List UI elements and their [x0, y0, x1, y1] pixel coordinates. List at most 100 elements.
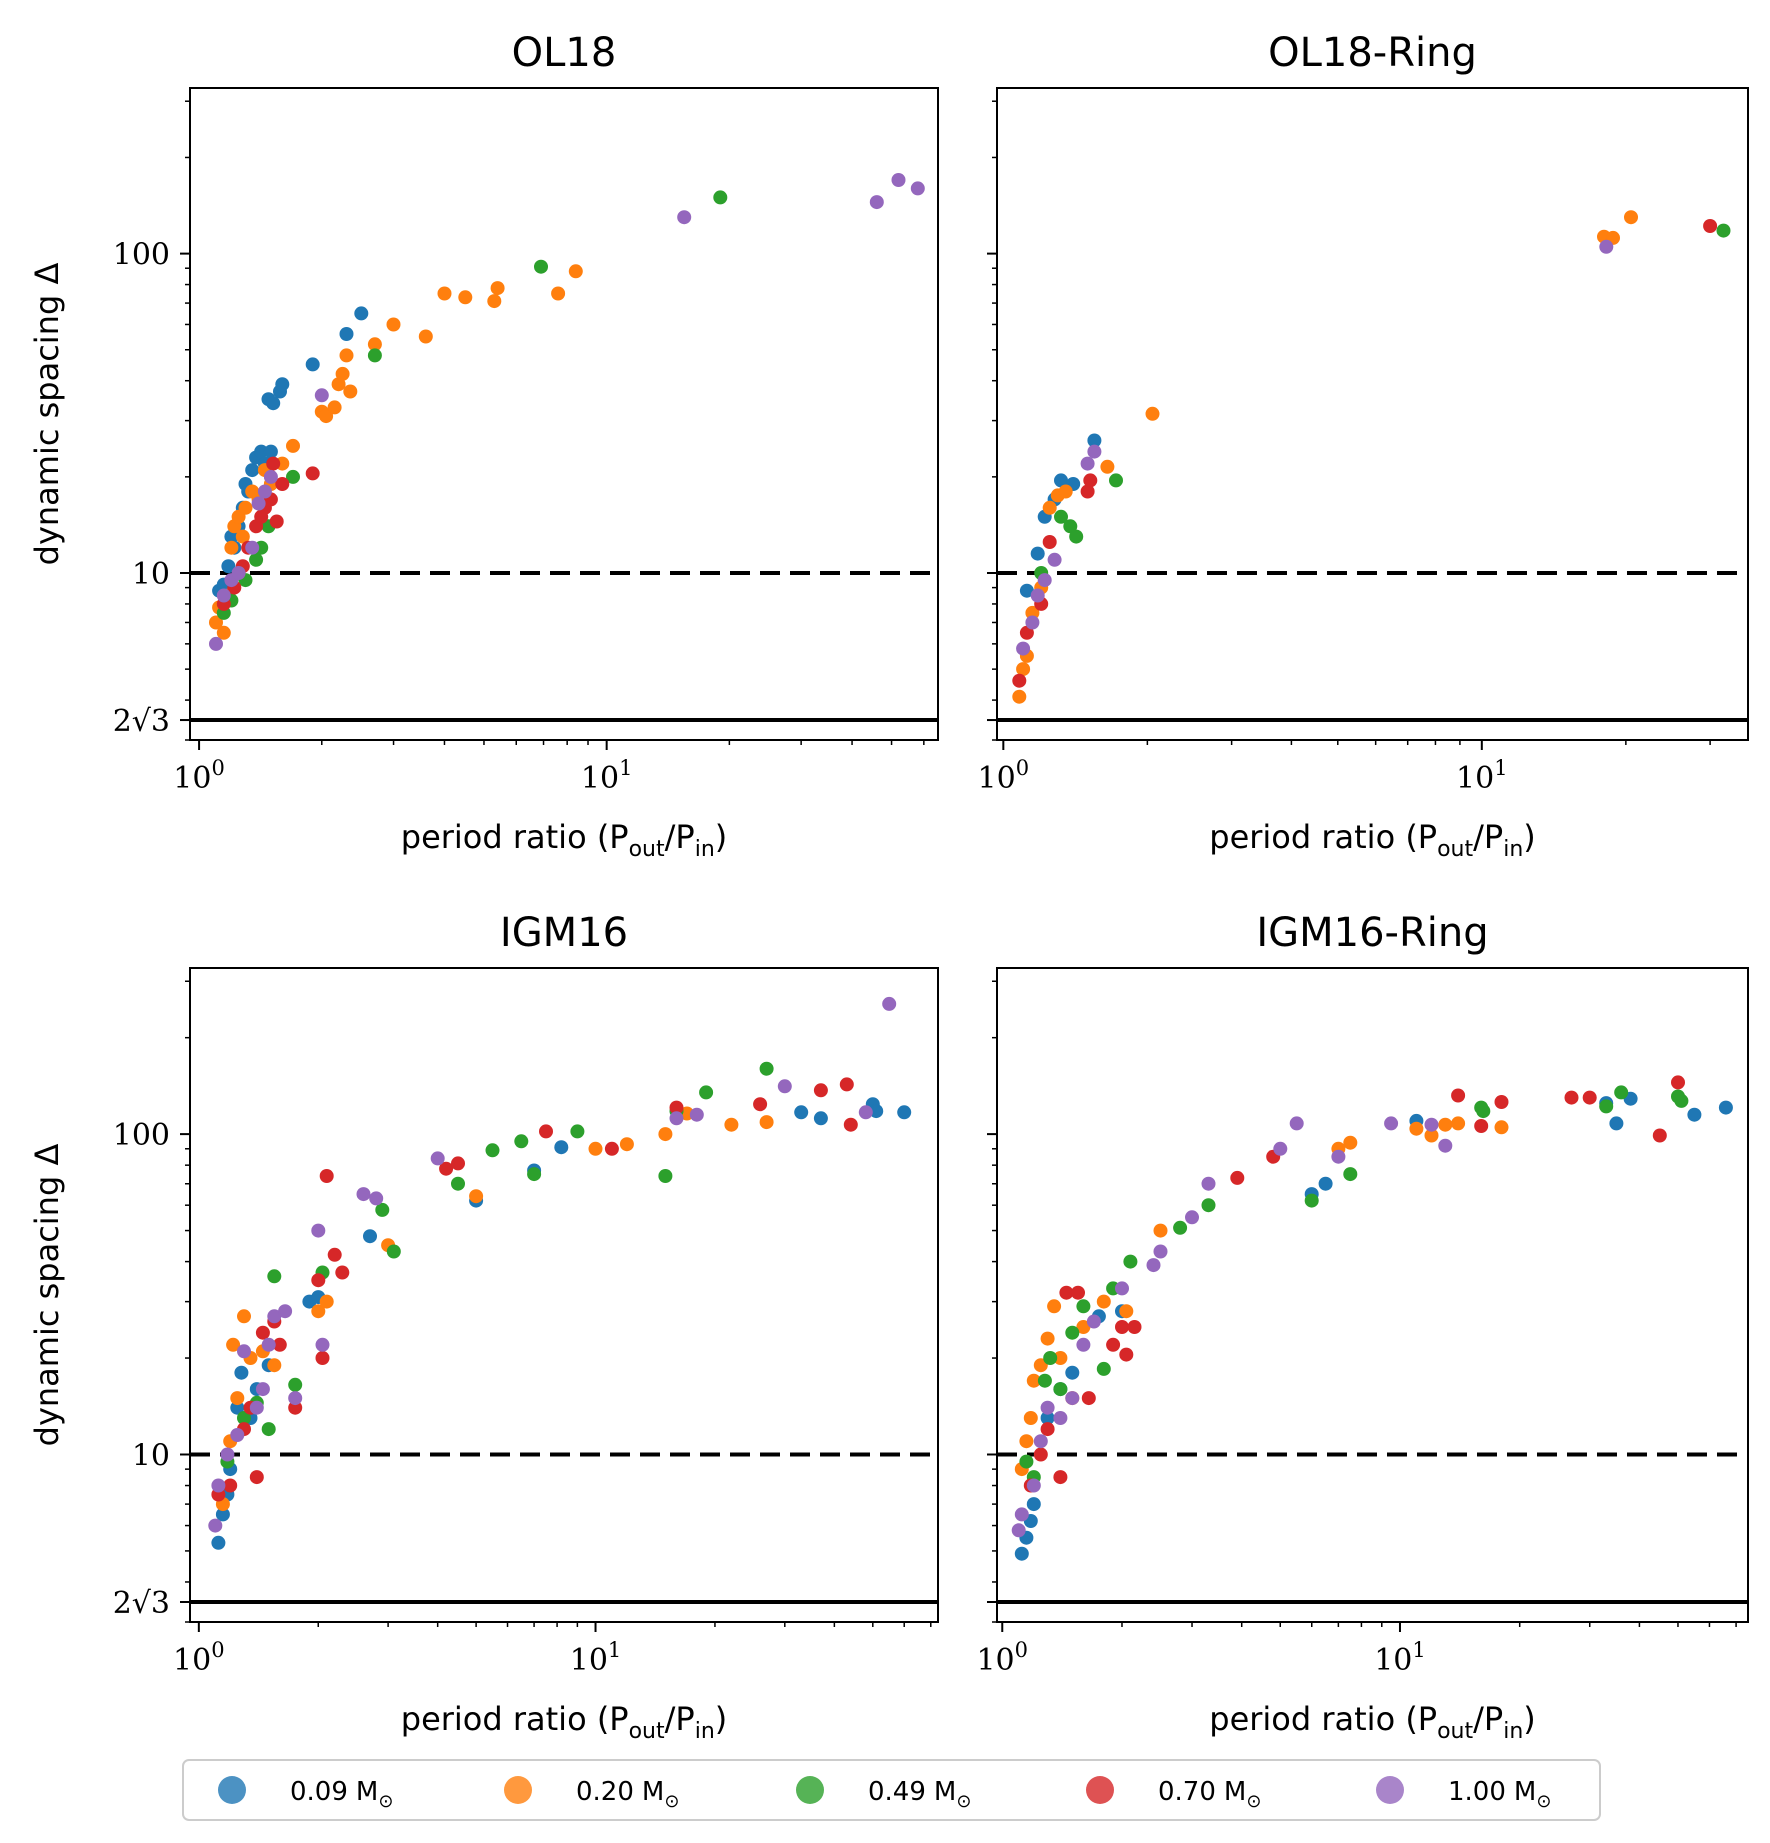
data-point [1652, 1128, 1667, 1143]
data-point [858, 1105, 873, 1120]
data-point [1716, 223, 1731, 238]
data-point [699, 1085, 714, 1100]
data-point [1599, 1099, 1614, 1114]
data-point [1703, 219, 1718, 233]
data-point [230, 1428, 245, 1442]
data-point [319, 409, 334, 424]
data-point [237, 1411, 251, 1425]
legend-entry: 1.00 M⊙ [1376, 1776, 1551, 1812]
data-point [568, 264, 583, 279]
data-point [1289, 1116, 1304, 1131]
data-point [1042, 535, 1057, 549]
series-3 [1023, 1075, 1685, 1493]
data-point [759, 1115, 774, 1130]
data-point [843, 1117, 858, 1132]
data-point [1019, 1454, 1034, 1469]
data-point [1564, 1090, 1579, 1105]
data-point [319, 1169, 334, 1183]
data-point [1119, 1347, 1134, 1362]
data-point [263, 469, 278, 484]
y-tick-label: 10 [132, 1438, 170, 1473]
legend-marker [1376, 1776, 1404, 1804]
data-point [1058, 484, 1073, 499]
data-point [267, 1309, 282, 1324]
data-point [245, 463, 260, 478]
data-point [588, 1141, 603, 1156]
data-point [1037, 1373, 1052, 1388]
data-point [469, 1189, 484, 1204]
data-point [1201, 1198, 1216, 1213]
data-point [343, 384, 358, 399]
data-point [1119, 1304, 1134, 1319]
legend-frame [182, 1759, 1601, 1821]
data-point [1096, 1361, 1111, 1376]
data-point [235, 529, 250, 544]
data-point [339, 327, 354, 341]
data-point [1026, 1373, 1041, 1388]
series-2 [216, 190, 728, 620]
panel-igm16-ring: IGM16-Ring 100 101 period ratio (Pout/Pin) [976, 910, 1749, 1744]
data-point [910, 181, 925, 196]
data-point [255, 1325, 270, 1340]
plot-frame [189, 87, 939, 741]
data-point [1476, 1104, 1491, 1119]
data-point [237, 1309, 251, 1324]
data-point [1087, 444, 1102, 459]
data-point [1304, 1193, 1319, 1208]
data-point [1123, 1254, 1138, 1269]
data-point [339, 348, 354, 363]
data-point [288, 1400, 303, 1415]
data-point [1201, 1176, 1216, 1191]
x-tick-label: 101 [570, 1638, 622, 1678]
data-point [1671, 1075, 1685, 1090]
panel-title: OL18 [512, 30, 617, 76]
series-1 [209, 264, 583, 640]
data-point [1071, 1285, 1085, 1300]
data-point [1059, 1285, 1074, 1300]
data-point [1674, 1093, 1689, 1108]
data-point [269, 514, 284, 529]
data-point [208, 1518, 223, 1533]
data-point [813, 1111, 828, 1126]
series-4 [209, 173, 925, 651]
data-point [458, 290, 473, 305]
data-point [261, 1337, 276, 1352]
series-4 [208, 996, 897, 1533]
data-point [1026, 1478, 1041, 1493]
data-point [418, 329, 433, 344]
data-point [237, 1344, 251, 1359]
data-point [311, 1273, 326, 1288]
data-point [451, 1156, 465, 1171]
legend-entry: 0.70 M⊙ [1086, 1776, 1261, 1812]
data-point [1019, 583, 1034, 598]
data-point [1424, 1128, 1439, 1143]
data-point [315, 1337, 330, 1352]
y-tick-label: 2√3 [113, 1586, 170, 1621]
data-point [1047, 1299, 1062, 1314]
legend-entry: 0.49 M⊙ [796, 1776, 971, 1812]
data-point [1343, 1167, 1358, 1182]
data-point [1063, 519, 1078, 534]
panel-ol18-ring: OL18-Ring 100 101 period ratio (Pout/Pin) [978, 30, 1749, 862]
series-4 [1011, 1116, 1453, 1538]
data-point [230, 1400, 245, 1415]
plot-frame [996, 967, 1749, 1623]
data-point [1609, 1116, 1624, 1131]
data-point [604, 1141, 619, 1156]
data-point [1011, 1523, 1026, 1538]
data-point [1040, 1411, 1055, 1425]
data-point [211, 1535, 226, 1550]
data-point [1054, 509, 1068, 524]
x-axis-label: period ratio (Pout/Pin) [401, 1700, 728, 1744]
y-tick-label: 100 [113, 238, 170, 273]
data-point [1076, 1299, 1091, 1314]
data-point [1127, 1320, 1142, 1334]
data-point [221, 559, 236, 574]
data-point [869, 1104, 884, 1119]
legend-label: 0.70 M⊙ [1158, 1777, 1261, 1812]
series-2 [220, 1061, 774, 1469]
data-point [286, 469, 300, 484]
data-point [215, 1507, 230, 1522]
x-tick-label: 100 [173, 756, 225, 796]
data-point [539, 1124, 553, 1139]
